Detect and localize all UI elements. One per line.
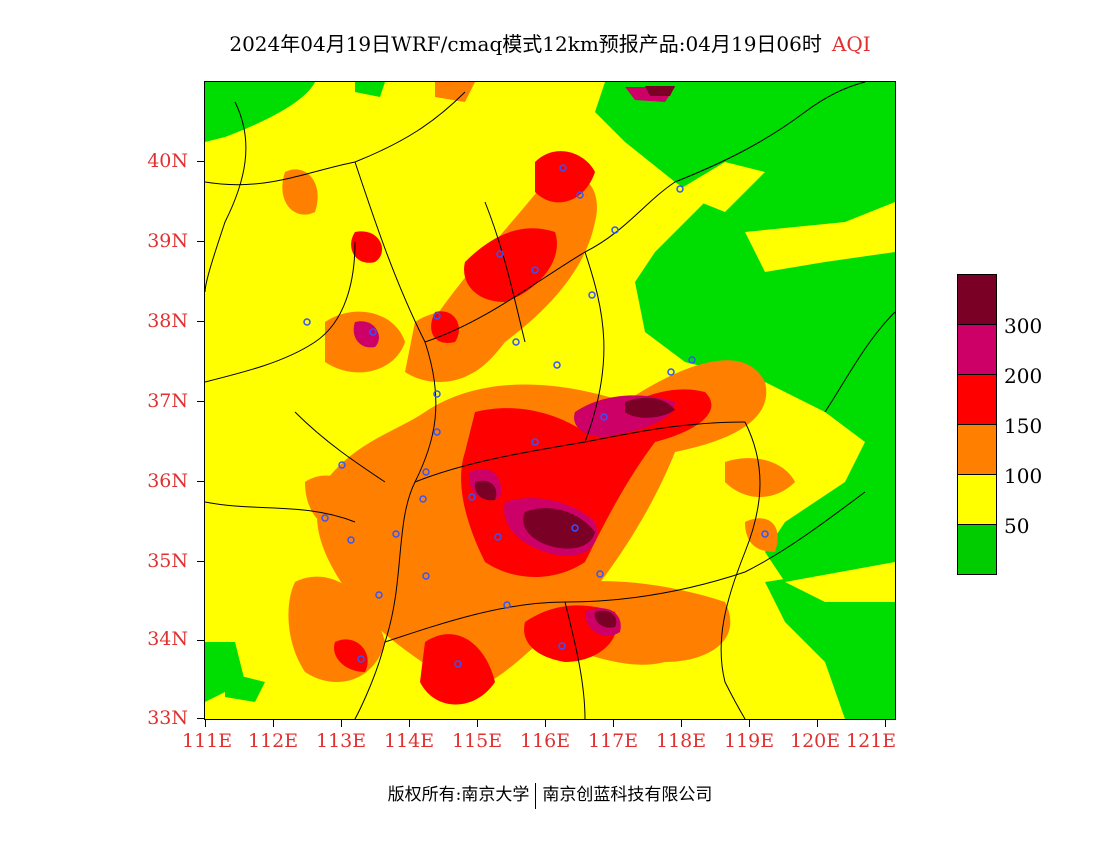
footer-left: 版权所有:南京大学 [387,785,530,805]
x-tick [613,719,614,727]
city-markers [303,164,769,668]
title-main: 2024年04月19日WRF/cmaq模式12km预报产品:04月19日06时 [229,32,822,56]
x-tick [817,719,818,727]
x-tick [273,719,274,727]
legend-label: 300 [1004,314,1043,338]
x-axis-label: 117E [588,730,639,752]
x-axis-label: 116E [520,730,571,752]
x-tick [341,719,342,727]
copyright-footer: 版权所有:南京大学 南京创蓝科技有限公司 [0,780,1100,809]
footer-separator [535,782,537,809]
legend-swatch-usg [957,425,997,475]
x-axis-label: 118E [656,730,707,752]
x-axis-label: 111E [182,730,233,752]
y-tick [197,640,205,641]
legend-swatch-very-unhealthy [957,325,997,375]
aqi-map-canvas [205,82,895,719]
y-axis-label: 33N [147,707,188,729]
x-axis-label: 119E [724,730,775,752]
x-axis-label: 114E [384,730,435,752]
y-axis-label: 34N [147,628,188,650]
aqi-map [205,82,895,719]
x-axis-label: 113E [316,730,367,752]
y-tick [197,481,205,482]
hazardous-zones [474,86,675,628]
province-boundaries [205,82,895,719]
y-axis-label: 38N [147,310,188,332]
x-tick [477,719,478,727]
legend-label: 100 [1004,464,1043,488]
x-axis-label: 121E [846,730,897,752]
legend-label: 200 [1004,364,1043,388]
x-tick [885,719,886,727]
y-axis-label: 37N [147,390,188,412]
legend-label: 150 [1004,414,1043,438]
x-tick [409,719,410,727]
y-axis-label: 40N [147,150,188,172]
legend-swatch-hazardous [957,274,997,325]
y-tick [197,321,205,322]
x-tick [205,719,206,727]
legend-swatch-moderate [957,475,997,525]
x-axis-label: 112E [248,730,299,752]
legend-swatch-unhealthy [957,375,997,425]
y-tick [197,161,205,162]
footer-right: 南京创蓝科技有限公司 [542,785,713,805]
y-tick [197,718,205,719]
chart-title: 2024年04月19日WRF/cmaq模式12km预报产品:04月19日06时 A… [0,28,1100,57]
legend-swatch-good [957,525,997,575]
x-tick [545,719,546,727]
y-tick [197,401,205,402]
y-axis-label: 35N [147,550,188,572]
moderate-overlay [675,162,895,602]
y-axis-label: 36N [147,470,188,492]
x-tick [681,719,682,727]
title-variable: AQI [831,32,871,56]
y-tick [197,561,205,562]
x-axis-label: 120E [790,730,841,752]
legend-label: 50 [1004,514,1030,538]
x-tick [749,719,750,727]
y-tick [197,241,205,242]
y-axis-label: 39N [147,230,188,252]
x-axis-label: 115E [452,730,503,752]
aqi-legend [957,274,997,575]
